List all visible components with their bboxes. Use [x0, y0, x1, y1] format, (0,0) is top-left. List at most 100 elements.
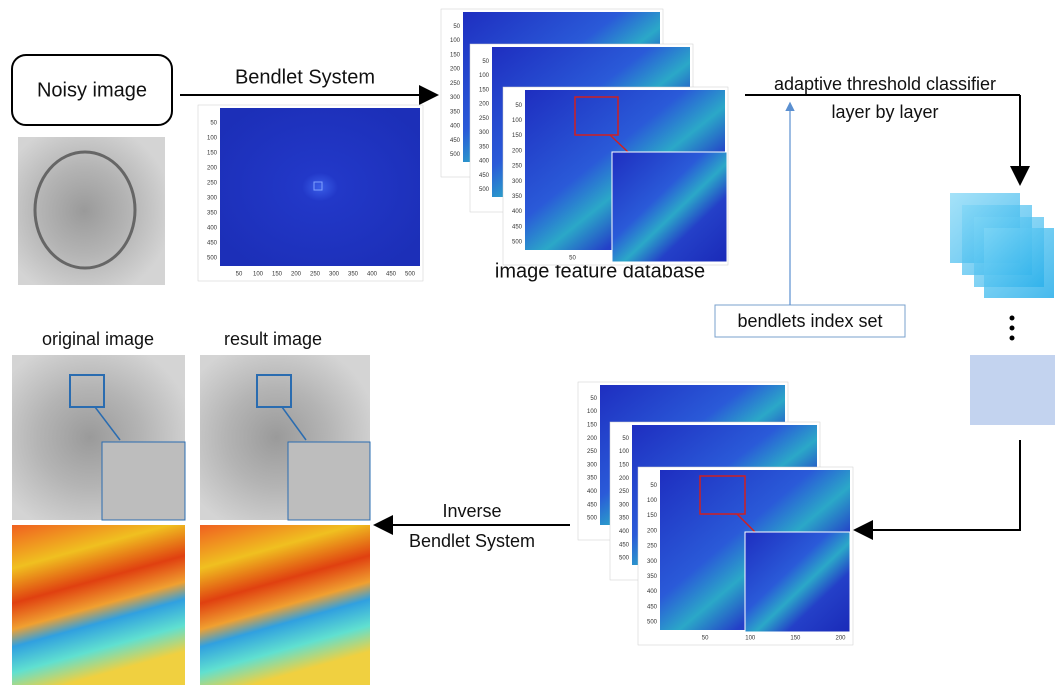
x-tick-label: 200	[835, 636, 846, 642]
y-tick-label: 250	[479, 116, 490, 122]
y-tick-label: 150	[619, 462, 630, 468]
x-tick-label: 350	[348, 272, 359, 278]
inverse-line1: Inverse	[442, 501, 501, 521]
y-tick-label: 450	[479, 173, 490, 179]
y-tick-label: 100	[450, 38, 461, 44]
x-tick-label: 300	[329, 272, 340, 278]
y-tick-label: 250	[450, 81, 461, 87]
y-tick-label: 250	[647, 544, 658, 550]
y-tick-label: 100	[512, 118, 523, 124]
original-label: original image	[42, 329, 154, 349]
y-tick-label: 200	[479, 102, 490, 108]
y-tick-label: 300	[512, 179, 523, 185]
x-tick-label: 50	[569, 256, 576, 262]
y-tick-label: 500	[587, 516, 598, 522]
y-tick-label: 400	[512, 209, 523, 215]
inverse-line2: Bendlet System	[409, 531, 535, 551]
y-tick-label: 100	[619, 449, 630, 455]
y-tick-label: 400	[619, 529, 630, 535]
y-tick-label: 50	[590, 396, 597, 402]
page: Noisy image Bendlet System image feature…	[0, 0, 1059, 689]
x-tick-label: 500	[405, 272, 416, 278]
y-tick-label: 200	[647, 528, 658, 534]
y-tick-label: 400	[647, 589, 658, 595]
y-tick-label: 150	[587, 422, 598, 428]
y-tick-label: 100	[647, 498, 658, 504]
heatmap	[200, 525, 370, 685]
zoom-view	[288, 442, 370, 520]
y-tick-label: 150	[479, 87, 490, 93]
x-tick-label: 50	[236, 272, 243, 278]
y-tick-label: 300	[479, 130, 490, 136]
y-tick-label: 250	[619, 489, 630, 495]
y-tick-label: 350	[619, 516, 630, 522]
y-tick-label: 300	[647, 559, 658, 565]
y-tick-label: 200	[207, 166, 218, 172]
zoom-view	[102, 442, 185, 520]
y-tick-label: 500	[512, 240, 523, 246]
y-tick-label: 150	[647, 513, 658, 519]
classifier-line2: layer by layer	[831, 102, 938, 122]
zoom-panel	[612, 152, 727, 262]
y-tick-label: 350	[587, 476, 598, 482]
y-tick-label: 300	[587, 462, 598, 468]
y-tick-label: 200	[619, 476, 630, 482]
x-tick-label: 100	[745, 636, 756, 642]
x-tick-label: 150	[272, 272, 283, 278]
image-pair	[12, 355, 370, 685]
y-tick-label: 50	[482, 59, 489, 65]
x-tick-label: 50	[702, 636, 709, 642]
y-tick-label: 50	[622, 436, 629, 442]
y-tick-label: 300	[207, 196, 218, 202]
y-tick-label: 450	[647, 604, 658, 610]
y-tick-label: 200	[450, 67, 461, 73]
dot	[1010, 336, 1015, 341]
y-tick-label: 250	[587, 449, 598, 455]
y-tick-label: 500	[647, 620, 658, 626]
y-tick-label: 100	[207, 136, 218, 142]
y-tick-label: 400	[479, 159, 490, 165]
x-tick-label: 450	[386, 272, 397, 278]
y-tick-label: 300	[619, 502, 630, 508]
y-tick-label: 400	[450, 124, 461, 130]
y-tick-label: 450	[619, 542, 630, 548]
y-tick-label: 200	[587, 436, 598, 442]
y-tick-label: 150	[450, 52, 461, 58]
x-tick-label: 200	[291, 272, 302, 278]
arrow	[857, 440, 1020, 530]
heatmap	[12, 525, 185, 685]
y-tick-label: 150	[512, 133, 523, 139]
y-tick-label: 400	[207, 226, 218, 232]
y-tick-label: 500	[619, 556, 630, 562]
y-tick-label: 450	[587, 502, 598, 508]
noisy-image	[18, 137, 165, 285]
y-tick-label: 400	[587, 489, 598, 495]
y-tick-label: 450	[207, 241, 218, 247]
x-tick-label: 100	[253, 272, 264, 278]
dot	[1010, 326, 1015, 331]
y-tick-label: 50	[210, 121, 217, 127]
y-tick-label: 100	[479, 73, 490, 79]
y-tick-label: 50	[515, 103, 522, 109]
y-tick-label: 200	[512, 148, 523, 154]
plot-area	[220, 108, 420, 266]
x-tick-label: 150	[790, 636, 801, 642]
y-tick-label: 150	[207, 151, 218, 157]
y-tick-label: 350	[450, 109, 461, 115]
y-tick-label: 250	[512, 164, 523, 170]
y-tick-label: 450	[450, 138, 461, 144]
y-tick-label: 300	[450, 95, 461, 101]
y-tick-label: 350	[647, 574, 658, 580]
layer	[984, 228, 1054, 298]
y-tick-label: 500	[479, 187, 490, 193]
index-label: bendlets index set	[737, 311, 882, 331]
y-tick-label: 350	[207, 211, 218, 217]
y-tick-label: 350	[479, 144, 490, 150]
classifier-line1: adaptive threshold classifier	[774, 74, 996, 94]
noisy-label: Noisy image	[37, 79, 147, 101]
y-tick-label: 50	[453, 24, 460, 30]
y-tick-label: 500	[207, 256, 218, 262]
y-tick-label: 50	[650, 483, 657, 489]
y-tick-label: 350	[512, 194, 523, 200]
